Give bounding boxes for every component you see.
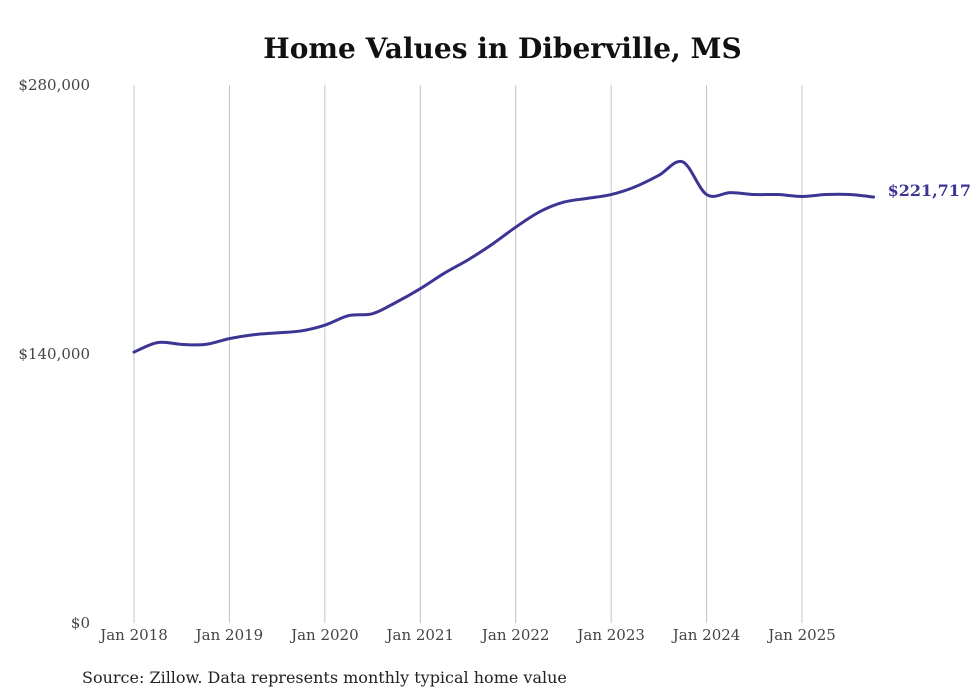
home-value-line <box>132 159 876 354</box>
source-note: Source: Zillow. Data represents monthly … <box>82 668 567 687</box>
x-axis-tick-labels: Jan 2018 Jan 2019 Jan 2020 Jan 2021 Jan 2022… <box>98 626 836 644</box>
y-tick-label: $0 <box>71 614 90 632</box>
x-tick-label: Jan 2025 <box>766 626 836 644</box>
y-tick-label: $140,000 <box>18 345 90 363</box>
vertical-gridlines <box>133 85 803 623</box>
x-tick-label: Jan 2019 <box>194 626 264 644</box>
x-tick-label: Jan 2020 <box>289 626 359 644</box>
chart-title: Home Values in Diberville, MS <box>263 32 742 65</box>
x-tick-label: Jan 2023 <box>575 626 645 644</box>
label-layer: $221,717 <box>888 181 972 200</box>
end-value-label: $221,717 <box>888 181 972 200</box>
x-tick-label: Jan 2024 <box>671 626 741 644</box>
x-tick-label: Jan 2022 <box>480 626 550 644</box>
y-tick-label: $280,000 <box>18 76 90 94</box>
x-tick-label: Jan 2018 <box>98 626 168 644</box>
series-layer <box>132 159 876 354</box>
y-axis-tick-labels: $0 $140,000 $280,000 <box>18 76 90 632</box>
x-tick-label: Jan 2021 <box>385 626 455 644</box>
